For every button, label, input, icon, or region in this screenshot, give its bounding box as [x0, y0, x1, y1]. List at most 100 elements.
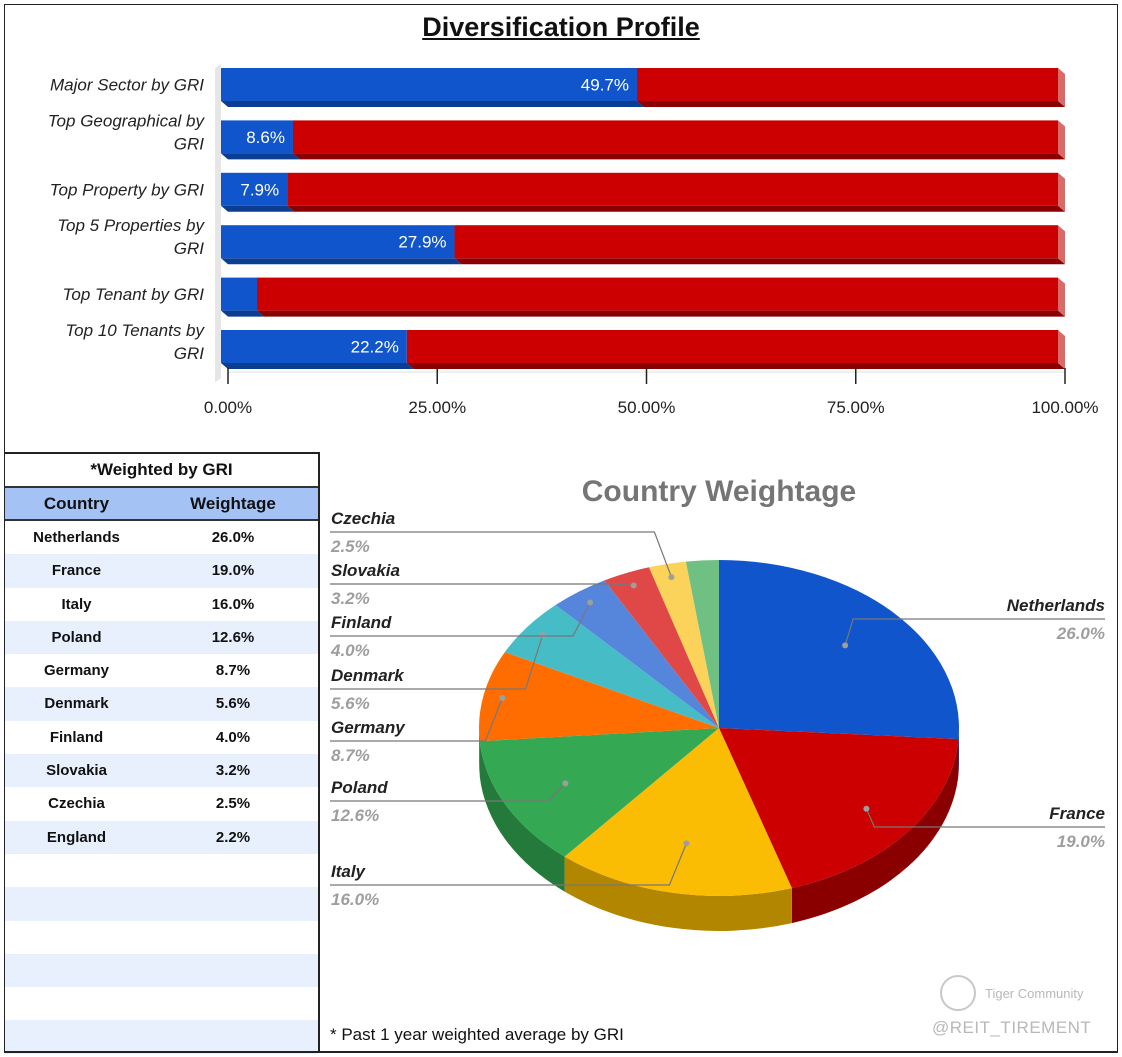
cell-weightage: 4.0%	[215, 728, 251, 746]
cell-country: Germany	[43, 662, 110, 680]
cell-weightage	[148, 1020, 318, 1053]
bar-side-face	[1058, 225, 1065, 265]
cell-weightage: 16.0%	[211, 595, 255, 613]
bar-side-face	[1058, 68, 1065, 107]
table-body: Netherlands 26.0% France 19.0% Italy 16.0% Pol…	[5, 521, 318, 1054]
cell-weightage	[148, 987, 318, 1020]
pie-slice	[564, 728, 792, 896]
cell-weightage: 5.6%	[215, 695, 251, 713]
slice-value-label: 19.0%	[1057, 832, 1105, 851]
cell-weightage: 19.0%	[211, 562, 255, 580]
bar-segment	[454, 225, 1058, 259]
footnote: * Past 1 year weighted average by GRI	[330, 1025, 624, 1044]
cell-country: Netherlands	[33, 529, 120, 546]
table-top-border	[4, 452, 318, 454]
cell-country	[5, 987, 148, 1020]
bar-data-label: 22.2%	[351, 338, 399, 357]
leader-dot	[587, 599, 594, 606]
cell-country	[5, 887, 148, 920]
slice-value-label: 2.5%	[330, 537, 370, 556]
bar-segment	[287, 172, 1058, 206]
bar-data-label: 8.6%	[246, 128, 285, 147]
leader-line	[330, 583, 634, 587]
cell-weightage	[148, 921, 318, 954]
pie-slice	[719, 560, 959, 740]
bar-depth-face	[221, 258, 462, 265]
slice-value-label: 16.0%	[331, 890, 379, 909]
bar-segment	[221, 277, 257, 311]
cell-weightage	[148, 887, 318, 920]
bar-side-face	[1058, 120, 1065, 160]
slice-label: Denmark	[331, 666, 405, 685]
pie-slice	[479, 728, 719, 857]
pie-slice	[479, 652, 719, 742]
leader-line	[865, 808, 1105, 828]
bar-depth-face	[636, 101, 1065, 107]
x-tick-label: 75.00%	[827, 398, 885, 417]
table-row: Germany 8.7%	[5, 654, 318, 687]
slice-label: Finland	[331, 613, 392, 632]
cell-weightage: 2.5%	[215, 795, 251, 813]
tiger-logo-icon	[940, 975, 976, 1011]
bar-segment	[221, 225, 455, 259]
country-weight-table: *Weighted by GRI Country Weightage Nethe…	[5, 453, 318, 1054]
cell-weightage	[148, 954, 318, 987]
cell-country	[5, 954, 148, 987]
bar-data-label: 27.9%	[398, 233, 446, 252]
table-row	[5, 987, 318, 1020]
cell-country	[5, 921, 148, 954]
table-row: Slovakia 3.2%	[5, 754, 318, 788]
bar-segment	[406, 330, 1059, 363]
slice-label: Slovakia	[331, 561, 400, 580]
table-row: Finland 4.0%	[5, 721, 318, 754]
slice-value-label: 5.6%	[331, 694, 370, 713]
slice-label: Czechia	[331, 509, 395, 528]
pie-slice	[555, 580, 719, 728]
leader-line	[844, 618, 1105, 646]
table-row	[5, 854, 318, 887]
leader-dot	[683, 840, 690, 847]
x-tick-label: 0.00%	[204, 398, 252, 417]
table-row: Netherlands 26.0%	[5, 521, 318, 554]
leader-line	[330, 782, 566, 802]
bar-depth-face	[221, 101, 644, 107]
watermark-handle: @REIT_TIREMENT	[932, 1018, 1092, 1037]
cell-country: France	[51, 562, 102, 580]
table-row	[5, 921, 318, 954]
cell-country: Denmark	[44, 695, 109, 713]
slice-label: Netherlands	[1007, 596, 1105, 615]
pie-slice	[604, 567, 719, 728]
leader-dot	[539, 632, 546, 639]
bar-depth-face	[454, 258, 1065, 265]
leader-dot	[863, 805, 870, 812]
leader-line	[330, 634, 544, 690]
table-right-border	[318, 452, 320, 1052]
category-label: GRI	[174, 134, 205, 153]
slice-label: Poland	[331, 778, 388, 797]
leader-line	[330, 697, 503, 742]
x-tick-label: 100.00%	[1031, 398, 1098, 417]
slice-value-label: 4.0%	[330, 641, 370, 660]
leader-dot	[562, 780, 569, 787]
pie-side-wall	[479, 741, 565, 892]
category-label: Top Tenant by GRI	[63, 285, 205, 304]
leader-dot	[842, 642, 849, 649]
bar-segment	[636, 68, 1058, 101]
bar-segment	[256, 277, 1059, 311]
table-row: Czechia 2.5%	[5, 787, 318, 820]
cell-weightage: 26.0%	[211, 529, 255, 546]
bar-segment	[221, 172, 288, 206]
cell-country: Finland	[49, 728, 104, 746]
slice-label: Germany	[331, 718, 406, 737]
category-label: Top Property by GRI	[50, 180, 205, 199]
pie-side-wall	[791, 739, 959, 924]
cell-country: Italy	[61, 595, 92, 613]
leader-line	[330, 531, 672, 578]
table-row: Italy 16.0%	[5, 588, 318, 621]
slice-value-label: 3.2%	[331, 589, 370, 608]
category-label: Major Sector by GRI	[50, 76, 204, 95]
leader-line	[330, 843, 687, 886]
cell-country: Poland	[51, 628, 102, 646]
slice-value-label: 8.7%	[331, 746, 370, 765]
table-row: England 2.2%	[5, 820, 318, 854]
